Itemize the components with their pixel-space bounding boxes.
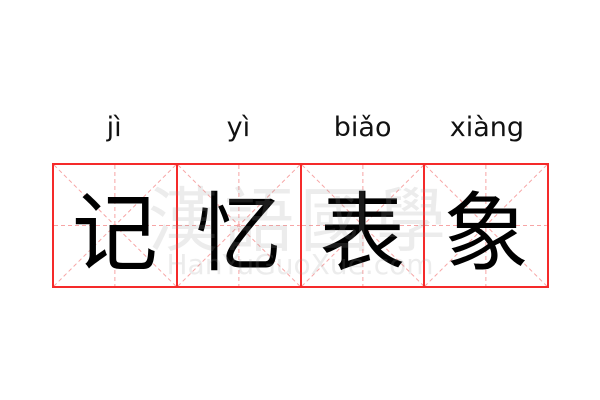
guide-lines [425, 165, 547, 286]
guide-lines [302, 165, 424, 286]
hanzi-2: 忆 [195, 184, 282, 284]
pinyin-2: yì [226, 112, 251, 143]
grid-cell: 忆 [178, 165, 302, 286]
pinyin-row: jì yì biǎo xiàng [52, 108, 549, 148]
hanzi-1: 记 [71, 184, 158, 284]
pinyin-4: xiàng [449, 112, 525, 143]
grid-cell: 象 [425, 165, 547, 286]
character-grid: 记 忆 表 象 [52, 163, 549, 288]
pinyin-3: biǎo [333, 112, 392, 143]
pinyin-1: jì [106, 112, 122, 143]
hanzi-3: 表 [319, 184, 406, 284]
grid-cell: 记 [54, 165, 178, 286]
guide-lines [178, 165, 300, 286]
hanzi-4: 象 [443, 184, 530, 284]
guide-lines [54, 165, 176, 286]
grid-cell: 表 [302, 165, 426, 286]
